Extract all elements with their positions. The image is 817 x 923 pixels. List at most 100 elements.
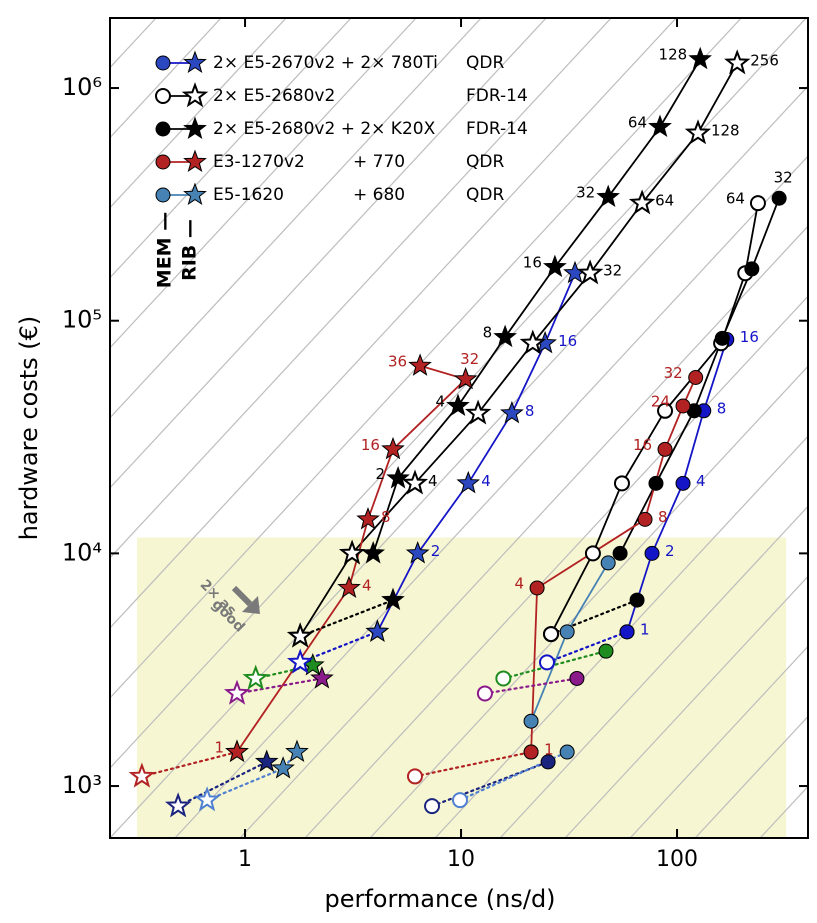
- y-tick-label: 10⁵: [62, 306, 102, 334]
- star-marker: [271, 756, 295, 779]
- star-marker: [128, 762, 156, 788]
- node-count-label: 256: [750, 52, 779, 70]
- circle-marker: [648, 475, 664, 491]
- x-axis-title: performance (ns/d): [324, 885, 555, 913]
- node-count-label: 2: [376, 465, 386, 483]
- circle-marker: [657, 441, 673, 457]
- star-marker: [310, 666, 334, 689]
- dotted-line: [177, 760, 268, 808]
- mem-label: MEM —: [154, 212, 176, 288]
- star-marker: [183, 116, 207, 140]
- circle-marker: [523, 713, 539, 729]
- star-marker: [453, 366, 478, 390]
- node-count-label: 1: [544, 741, 554, 759]
- star-marker: [405, 540, 430, 564]
- circle-marker: [559, 624, 575, 640]
- legend-network: QDR: [466, 152, 504, 172]
- circle-marker: [657, 402, 674, 419]
- star-marker: [356, 506, 380, 530]
- circle-marker: [559, 744, 575, 760]
- dotted-line: [430, 760, 550, 808]
- node-count-label: 32: [774, 169, 793, 187]
- star-marker: [381, 587, 405, 611]
- circle-marker: [771, 190, 787, 206]
- star-marker: [519, 329, 547, 355]
- circle-marker: [155, 88, 171, 104]
- circle-marker: [749, 195, 766, 212]
- circle-marker: [452, 792, 469, 809]
- star-marker: [684, 119, 712, 145]
- circle-marker: [538, 654, 555, 671]
- dotted-line: [549, 599, 639, 636]
- legend-network: QDR: [466, 53, 504, 73]
- node-count-label: 2: [665, 542, 675, 560]
- node-count-label: 16: [633, 436, 652, 454]
- node-count-label: 1: [640, 620, 650, 638]
- circle-marker: [600, 555, 616, 571]
- circle-marker: [155, 187, 171, 203]
- guide-line: [239, 225, 808, 838]
- legend-label: E3-1270v2: [213, 152, 305, 172]
- legend-label: 2× E5-2670v2 + 2× 780Ti: [213, 53, 438, 73]
- circle-marker: [155, 55, 171, 71]
- star-marker: [286, 648, 314, 674]
- circle-marker: [584, 545, 601, 562]
- node-count-label: 4: [428, 472, 438, 490]
- guide-line: [369, 365, 808, 838]
- y-tick-label: 10³: [62, 771, 102, 799]
- node-count-label: 8: [483, 324, 493, 342]
- circle-marker: [569, 670, 585, 686]
- circle-marker: [688, 370, 704, 386]
- node-count-label: 4: [481, 472, 491, 490]
- star-marker: [596, 184, 620, 208]
- circle-marker: [495, 670, 512, 687]
- node-count-label: 16: [740, 328, 759, 346]
- star-marker: [285, 739, 309, 763]
- circle-marker: [155, 154, 171, 170]
- circle-marker: [619, 624, 635, 640]
- guide-line: [304, 295, 808, 838]
- node-count-label: 32: [460, 350, 479, 368]
- star-marker: [225, 739, 249, 763]
- circle-marker: [529, 580, 545, 596]
- guide-line: [110, 18, 808, 769]
- star-marker: [408, 353, 432, 376]
- node-count-label: 32: [576, 184, 595, 202]
- plot-frame: [109, 17, 809, 839]
- star-marker: [648, 114, 672, 138]
- node-count-label: 128: [659, 46, 688, 64]
- good-arrow-shaft: [231, 585, 253, 607]
- legend-gpu: + 770: [353, 152, 405, 172]
- legend-gpu: + 680: [353, 185, 405, 205]
- legend-label: E5-1620: [213, 185, 284, 205]
- node-count-label: 4: [515, 574, 525, 592]
- plot-data: [128, 46, 787, 818]
- circle-marker: [613, 475, 630, 492]
- star-marker: [500, 400, 524, 424]
- circle-marker: [714, 330, 730, 346]
- node-count-label: 64: [726, 190, 745, 208]
- guide-line: [434, 435, 808, 838]
- circle-marker: [675, 475, 691, 491]
- star-marker: [223, 679, 251, 705]
- star-marker: [493, 324, 517, 348]
- node-count-label: 8: [525, 402, 535, 420]
- circle-marker: [637, 511, 653, 527]
- star-marker: [164, 792, 192, 818]
- star-marker: [254, 749, 279, 772]
- series-line: [619, 197, 780, 555]
- star-marker: [242, 664, 269, 690]
- x-tick-label: 100: [656, 847, 698, 872]
- circle-marker: [523, 744, 539, 760]
- legend-label: 2× E5-2680v2 + 2× K20X: [213, 119, 436, 139]
- star-marker: [688, 46, 712, 70]
- node-count-label: 32: [664, 364, 683, 382]
- circle-marker: [598, 643, 614, 659]
- star-marker: [338, 539, 366, 565]
- dotted-line: [140, 750, 239, 778]
- node-count-label: 64: [628, 114, 647, 132]
- star-marker: [183, 50, 207, 74]
- node-count-label: 64: [655, 192, 674, 210]
- guide-line: [110, 18, 677, 629]
